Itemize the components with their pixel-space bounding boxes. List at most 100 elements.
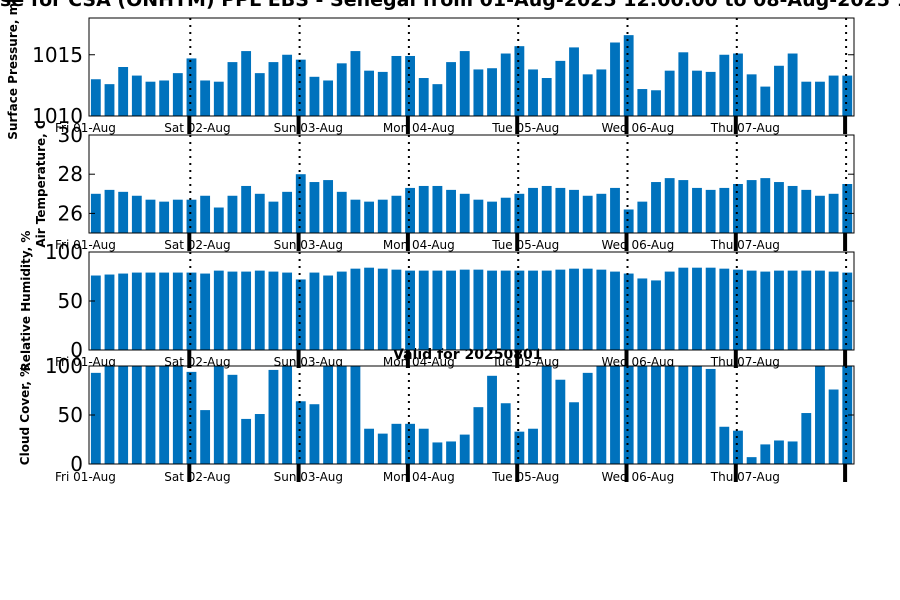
bar bbox=[118, 273, 129, 350]
bar bbox=[254, 73, 265, 117]
bar bbox=[596, 69, 607, 116]
bar bbox=[295, 401, 306, 464]
x-tick-label: Sun 03-Aug bbox=[274, 238, 343, 252]
bar bbox=[487, 68, 497, 116]
bar bbox=[350, 51, 361, 116]
bar bbox=[241, 271, 252, 350]
bar bbox=[500, 197, 511, 233]
bar bbox=[801, 81, 812, 116]
x-tick-label: Tue 05-Aug bbox=[491, 121, 559, 135]
bar bbox=[815, 270, 825, 350]
bar bbox=[473, 269, 484, 350]
x-tick-label: Fri 01-Aug bbox=[55, 470, 116, 484]
bar bbox=[172, 366, 183, 464]
bar bbox=[528, 270, 538, 350]
bar bbox=[801, 270, 812, 350]
bar bbox=[200, 273, 211, 350]
bar bbox=[241, 185, 252, 233]
bar bbox=[582, 195, 593, 233]
bar bbox=[405, 187, 415, 233]
bar bbox=[241, 51, 252, 116]
bar bbox=[172, 73, 183, 117]
bar bbox=[774, 440, 784, 464]
bar bbox=[842, 184, 853, 233]
bar bbox=[746, 180, 757, 233]
bar bbox=[623, 35, 634, 116]
bar bbox=[705, 71, 716, 116]
y-tick-label: 50 bbox=[58, 289, 83, 313]
bar bbox=[186, 58, 197, 116]
bar bbox=[391, 195, 402, 233]
x-tick-label: Mon 04-Aug bbox=[383, 121, 455, 135]
bar bbox=[200, 195, 211, 233]
bar bbox=[487, 201, 497, 233]
chart-panel-4: 0 50 100 Fri 01-Aug Sat 02-Aug Sun 03-Aug Mon … bbox=[18, 354, 855, 484]
bar bbox=[145, 81, 156, 116]
bar bbox=[733, 53, 743, 116]
bar bbox=[774, 65, 784, 116]
bar bbox=[719, 54, 730, 116]
bar bbox=[569, 189, 579, 233]
bar bbox=[200, 410, 211, 464]
bar bbox=[350, 366, 361, 464]
y-axis-label: Surface Pressure, mb bbox=[6, 0, 20, 140]
y-tick-label: 50 bbox=[58, 403, 83, 427]
bar bbox=[309, 76, 320, 116]
y-tick-label: 100 bbox=[45, 354, 83, 378]
bar bbox=[172, 199, 183, 233]
x-tick-label: Wed 06-Aug bbox=[602, 121, 675, 135]
bar bbox=[172, 272, 183, 350]
bar bbox=[309, 182, 320, 233]
bar bbox=[391, 423, 402, 464]
bar bbox=[692, 70, 702, 116]
bar bbox=[418, 78, 429, 116]
x-tick-label: Mon 04-Aug bbox=[383, 355, 455, 369]
bar bbox=[664, 178, 675, 233]
bar bbox=[746, 74, 757, 116]
bar bbox=[336, 63, 347, 116]
bar bbox=[213, 366, 224, 464]
bar bbox=[651, 90, 661, 116]
bar bbox=[842, 366, 853, 464]
bar bbox=[282, 272, 293, 350]
bar bbox=[268, 369, 279, 464]
bar bbox=[760, 178, 771, 233]
bar bbox=[596, 193, 607, 233]
bar bbox=[623, 273, 634, 350]
bar bbox=[282, 366, 293, 464]
bar bbox=[186, 371, 197, 464]
bar bbox=[719, 268, 730, 350]
bar bbox=[241, 418, 252, 464]
bar bbox=[131, 366, 142, 464]
bar bbox=[473, 407, 484, 464]
bar bbox=[268, 271, 279, 350]
y-tick-label: 100 bbox=[45, 240, 83, 264]
bar bbox=[610, 366, 620, 464]
x-tick-label: Sat 02-Aug bbox=[164, 470, 230, 484]
bar bbox=[227, 271, 238, 350]
bar bbox=[541, 78, 552, 116]
bar bbox=[131, 272, 142, 350]
bar bbox=[350, 199, 361, 233]
bar bbox=[90, 193, 101, 233]
bar bbox=[637, 89, 648, 116]
chart-panel-1: 1010 1015 Fri 01-Aug Sat 02-Aug Sun 03-Aug Mo… bbox=[6, 0, 855, 140]
bar bbox=[760, 86, 771, 116]
bar bbox=[541, 366, 552, 464]
bar bbox=[541, 270, 552, 350]
bar bbox=[254, 414, 265, 464]
bar bbox=[159, 80, 170, 116]
bar bbox=[254, 270, 265, 350]
bar bbox=[446, 189, 456, 233]
bar bbox=[309, 404, 320, 464]
x-tick-label: Sat 02-Aug bbox=[164, 121, 230, 135]
bar bbox=[555, 269, 566, 350]
bar bbox=[787, 441, 798, 464]
bar bbox=[268, 62, 279, 116]
bar bbox=[596, 366, 607, 464]
bar bbox=[186, 199, 197, 233]
bar bbox=[295, 279, 306, 350]
bar bbox=[500, 403, 511, 464]
y-tick-label: 30 bbox=[58, 123, 83, 147]
bar bbox=[500, 270, 511, 350]
